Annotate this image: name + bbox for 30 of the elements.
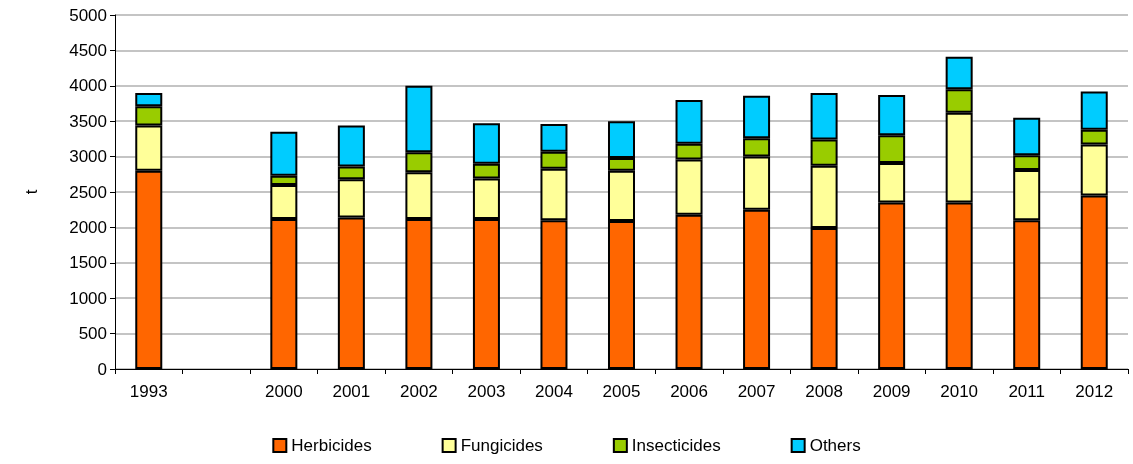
x-tick-label: 2010 <box>940 382 979 401</box>
legend-label: Herbicides <box>291 436 372 455</box>
x-tick-label: 2006 <box>670 382 708 401</box>
y-tick-label: 0 <box>97 359 107 379</box>
y-tick-label: 500 <box>78 324 107 344</box>
x-tick-label: 2000 <box>264 382 303 401</box>
y-tick-label: 1000 <box>69 288 107 308</box>
y-tick-label: 4500 <box>69 40 107 60</box>
legend-label: Insecticides <box>631 436 721 455</box>
y-tick-label: 2000 <box>69 217 107 237</box>
y-tick-label: 4000 <box>69 76 107 96</box>
y-tick-label: 1500 <box>69 253 107 273</box>
x-tick-label: 2011 <box>1008 382 1045 401</box>
x-tick-label: 2004 <box>535 382 573 401</box>
x-tick-label: 2007 <box>737 382 776 401</box>
x-tick-label: 2005 <box>602 382 641 401</box>
x-tick-label: 2012 <box>1075 382 1114 401</box>
legend-label: Fungicides <box>460 436 543 455</box>
x-tick-label: 1993 <box>129 382 168 401</box>
x-tick-label: 2002 <box>399 382 438 401</box>
legend-label: Others <box>809 436 861 455</box>
y-tick-label: 3000 <box>69 147 107 167</box>
x-tick-label: 2009 <box>872 382 911 401</box>
y-axis-title: t <box>22 189 41 195</box>
x-tick-label: 2001 <box>332 382 371 401</box>
x-tick-label: 2003 <box>467 382 506 401</box>
y-tick-label: 2500 <box>69 182 107 202</box>
y-tick-label: 5000 <box>69 5 107 25</box>
x-tick-label: 2008 <box>805 382 844 401</box>
y-tick-label: 3500 <box>69 111 107 131</box>
